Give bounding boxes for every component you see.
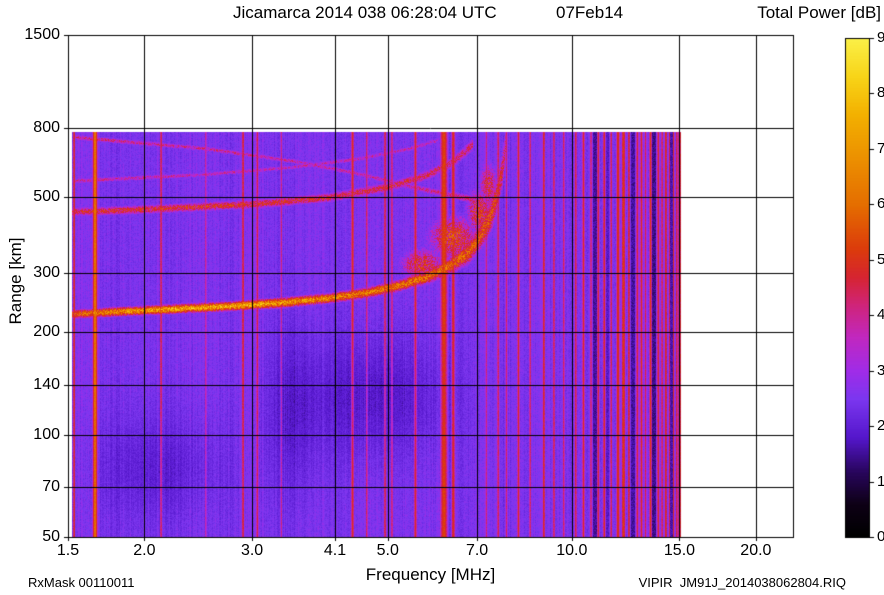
x-tick-label: 5.0: [376, 542, 399, 559]
plot-title: Jicamarca 2014 038 06:28:04 UTC: [233, 3, 497, 22]
y-tick-label: 140: [33, 376, 60, 394]
x-tick-label: 2.0: [133, 542, 156, 559]
y-tick-label: 500: [33, 188, 60, 206]
y-tick-label: 100: [33, 425, 60, 443]
x-tick-label: 20.0: [740, 542, 772, 559]
x-tick-label: 15.0: [663, 542, 696, 559]
y-tick-label: 300: [33, 263, 60, 281]
colorbar-tick-label: 20: [877, 417, 884, 435]
y-tick-label: 200: [33, 323, 60, 341]
colorbar-tick-label: 60: [877, 195, 884, 213]
y-tick-label: 1500: [24, 26, 60, 43]
colorbar-tick-label: 0: [877, 528, 884, 545]
y-tick-label: 50: [42, 528, 60, 545]
colorbar-tick-label: 50: [877, 250, 884, 268]
y-tick-label: 800: [33, 118, 60, 136]
x-tick-label: 10.0: [556, 542, 588, 559]
footer-rxmask: RxMask 00110011: [28, 575, 135, 590]
x-tick-label: 7.0: [465, 542, 489, 559]
colorbar-tick-label: 90: [877, 29, 884, 46]
x-tick-label: 3.0: [240, 542, 264, 559]
colorbar-tick-label: 80: [877, 84, 884, 102]
x-tick-label: 4.1: [323, 542, 347, 559]
colorbar-tick-label: 40: [877, 306, 884, 324]
x-tick-label: 1.5: [56, 542, 80, 559]
plot-date: 07Feb14: [556, 3, 624, 22]
colorbar-tick-label: 70: [877, 139, 884, 157]
x-axis-label: Frequency [MHz]: [365, 565, 496, 584]
colorbar-gradient: [845, 38, 869, 537]
colorbar-tick-label: 10: [877, 472, 884, 490]
colorbar-tick-label: 30: [877, 361, 884, 379]
y-tick-label: 70: [42, 478, 60, 496]
colorbar-title: Total Power [dB]: [757, 3, 881, 22]
plot-area: [68, 35, 793, 537]
footer-filename: VIPIR JM91J_2014038062804.RIQ: [638, 575, 846, 590]
